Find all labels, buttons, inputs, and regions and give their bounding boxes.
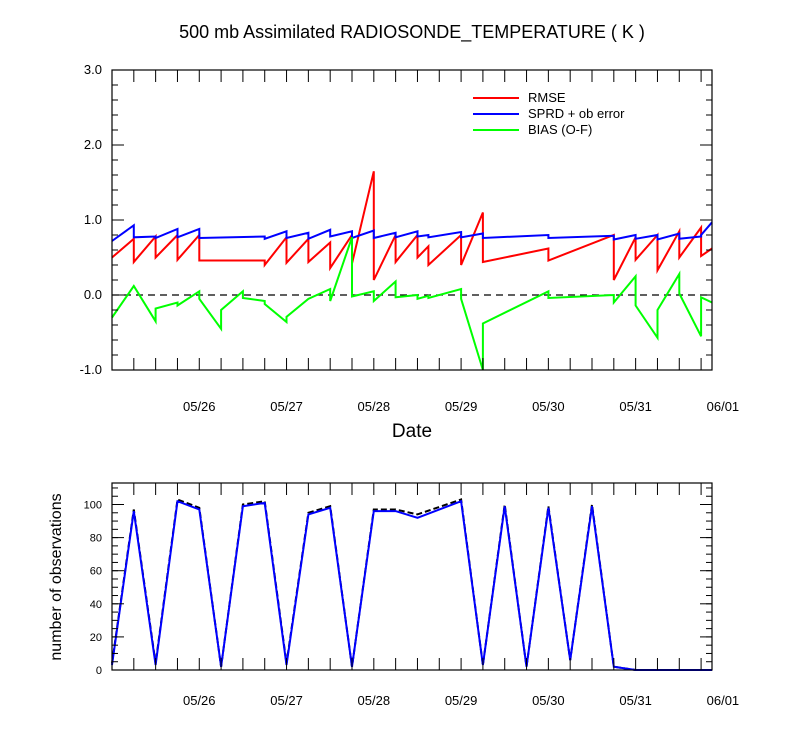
- legend-label: RMSE: [528, 90, 566, 105]
- x-tick-label: 05/30: [532, 399, 565, 414]
- x-tick-label: 05/26: [183, 693, 216, 708]
- series-line-3: [111, 236, 713, 371]
- series-line-1: [111, 171, 713, 281]
- axes-group: [111, 482, 713, 671]
- y-axis-label: number of observations: [48, 493, 65, 660]
- line-series-group: [111, 498, 712, 671]
- y-tick-label: 100: [84, 500, 102, 512]
- legend-label: SPRD + ob error: [528, 106, 625, 121]
- legend-label: BIAS (O-F): [528, 122, 592, 137]
- y-tick-label: -1.0: [80, 362, 102, 377]
- plot-frame: [111, 482, 713, 671]
- y-tick-label: 2.0: [84, 137, 102, 152]
- x-tick-labels: 05/26 05/27 05/28 05/29 05/30 05/31 06/01: [183, 399, 739, 414]
- axes-group: [111, 69, 713, 371]
- x-tick-label: 05/27: [270, 693, 303, 708]
- y-tick-label: 40: [90, 599, 102, 611]
- x-tick-label: 05/26: [183, 399, 216, 414]
- x-tick-label: 05/29: [445, 399, 478, 414]
- x-tick-labels: 05/26 05/27 05/28 05/29 05/30 05/31 06/01: [183, 693, 739, 708]
- x-axis-label: Date: [392, 421, 432, 442]
- y-tick-labels: -1.0 0.0 1.0 2.0 3.0: [80, 62, 102, 377]
- y-tick-label: 3.0: [84, 62, 102, 77]
- y-tick-label: 1.0: [84, 212, 102, 227]
- x-tick-label: 05/31: [619, 693, 652, 708]
- x-tick-label: 05/30: [532, 693, 565, 708]
- x-tick-label: 06/01: [707, 399, 740, 414]
- x-tick-label: 05/28: [358, 693, 391, 708]
- y-tick-labels: 0 20 40 60 80 100: [84, 500, 102, 677]
- x-tick-label: 06/01: [707, 693, 740, 708]
- y-tick-label: 0: [96, 665, 102, 677]
- series-line-2: [111, 221, 713, 242]
- y-tick-label: 60: [90, 566, 102, 578]
- chart-title: 500 mb Assimilated RADIOSONDE_TEMPERATUR…: [179, 22, 645, 43]
- top-chart: 500 mb Assimilated RADIOSONDE_TEMPERATUR…: [80, 22, 740, 442]
- x-tick-label: 05/29: [445, 693, 478, 708]
- x-tick-label: 05/28: [358, 399, 391, 414]
- x-tick-label: 05/27: [270, 399, 303, 414]
- y-tick-label: 80: [90, 533, 102, 545]
- y-tick-label: 20: [90, 632, 102, 644]
- series-line-2: [111, 499, 712, 671]
- y-tick-label: 0.0: [84, 287, 102, 302]
- x-tick-label: 05/31: [619, 399, 652, 414]
- line-series-group: [111, 171, 713, 371]
